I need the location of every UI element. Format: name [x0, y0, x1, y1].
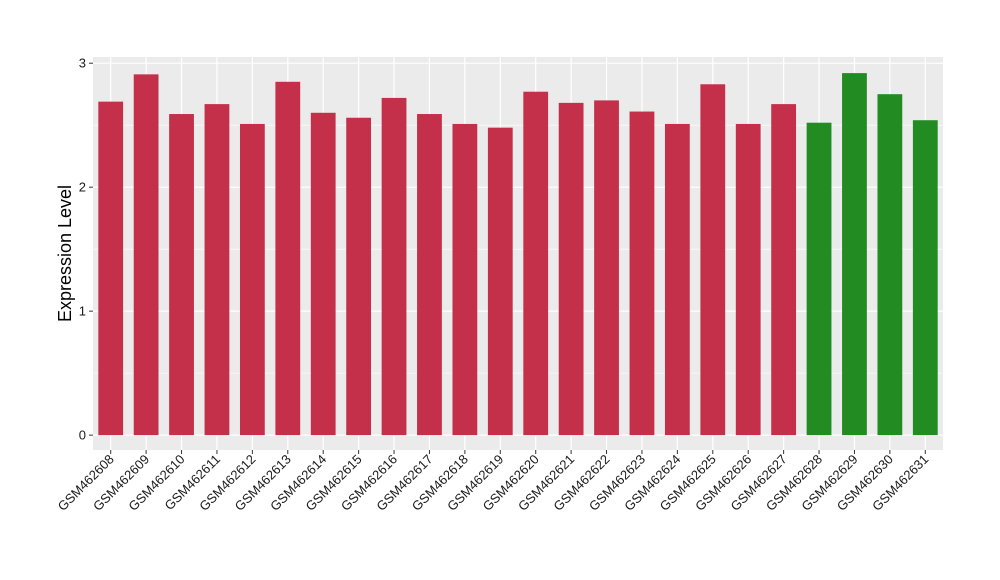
bar [735, 123, 761, 436]
bar [346, 117, 372, 436]
bar [771, 104, 797, 436]
x-axis: GSM462608GSM462609GSM462610GSM462611GSM4… [55, 450, 931, 514]
y-tick-label: 2 [79, 180, 86, 195]
plot-panel [93, 57, 943, 450]
bar [169, 114, 194, 436]
bar [98, 101, 124, 436]
y-axis-title: Expression Level [55, 185, 75, 322]
bar [912, 120, 938, 436]
bar [558, 102, 584, 436]
bar [452, 123, 478, 436]
bar [239, 123, 265, 436]
bar [700, 84, 726, 436]
bar [629, 111, 655, 436]
bar [523, 91, 549, 436]
minor-gridlines [93, 124, 943, 374]
bar [487, 127, 513, 436]
y-axis: 0 1 2 3 [79, 56, 93, 443]
bar [842, 73, 867, 436]
y-tick-label: 3 [79, 56, 86, 71]
y-tick-label: 0 [79, 428, 86, 443]
bar [381, 97, 407, 436]
bar [806, 122, 832, 436]
bar [664, 123, 690, 436]
bar [594, 100, 619, 436]
bar [133, 74, 159, 436]
bar [877, 94, 903, 436]
bars [98, 73, 938, 436]
bar [417, 114, 442, 436]
y-tick-label: 1 [79, 304, 86, 319]
bar [204, 104, 230, 436]
bar [310, 112, 336, 436]
bar [275, 81, 301, 436]
